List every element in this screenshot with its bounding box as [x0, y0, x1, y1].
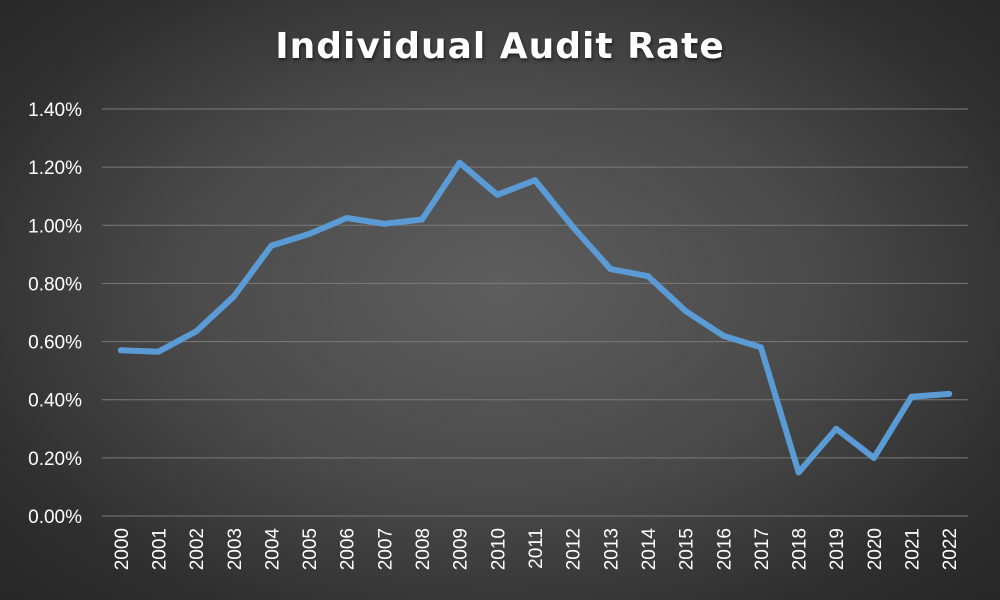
x-tick-label: 2001	[149, 528, 170, 570]
x-tick-label: 2016	[714, 528, 735, 570]
x-tick-label: 2014	[639, 528, 660, 571]
x-tick-label: 2017	[752, 528, 773, 570]
data-point	[757, 344, 764, 351]
x-tick-label: 2010	[488, 528, 509, 570]
data-point	[795, 469, 802, 476]
series-layer	[117, 159, 953, 476]
x-axis-ticks: 2000 2001 2002 2003 2004 2005 2006 2007 2008 2009…	[112, 528, 961, 571]
y-tick-label: 0.00%	[28, 507, 82, 528]
data-point	[644, 273, 651, 280]
gridlines	[102, 108, 968, 517]
data-point	[193, 328, 200, 335]
x-tick-label: 2013	[601, 528, 622, 570]
data-point	[268, 242, 275, 249]
x-tick-label: 2002	[187, 528, 208, 570]
data-point	[946, 390, 953, 397]
x-tick-label: 2021	[903, 528, 924, 570]
x-tick-label: 2005	[300, 528, 321, 570]
data-point	[607, 265, 614, 272]
data-point	[532, 177, 538, 184]
y-tick-label: 0.40%	[28, 391, 82, 412]
data-point	[343, 215, 350, 222]
y-tick-label: 0.60%	[28, 333, 82, 354]
chart-title: Individual Audit Rate	[275, 26, 725, 67]
y-tick-label: 1.00%	[28, 216, 82, 237]
y-tick-label: 0.20%	[28, 449, 82, 470]
x-tick-label: 2018	[790, 528, 811, 570]
y-tick-label: 1.40%	[28, 100, 82, 121]
x-tick-label: 2008	[413, 528, 434, 570]
data-point	[419, 216, 426, 223]
data-point	[230, 293, 237, 300]
x-tick-label: 2015	[677, 528, 698, 570]
data-point	[456, 159, 463, 166]
data-point	[117, 347, 124, 354]
data-point	[682, 308, 689, 315]
y-tick-label: 1.20%	[28, 158, 82, 179]
x-tick-label: 2020	[865, 528, 886, 570]
x-tick-label: 2006	[338, 528, 359, 570]
data-point	[155, 348, 162, 355]
x-tick-label: 2009	[451, 528, 472, 570]
series-line	[117, 159, 953, 476]
data-point	[908, 393, 915, 400]
x-tick-label: 2022	[940, 528, 961, 570]
data-point	[381, 220, 388, 227]
x-tick-label: 2004	[262, 528, 283, 571]
x-tick-label: 2003	[225, 528, 246, 570]
x-tick-label: 2000	[112, 528, 133, 570]
data-point	[494, 191, 501, 198]
y-tick-label: 0.80%	[28, 274, 82, 295]
x-tick-label: 2007	[375, 528, 396, 570]
data-point	[569, 223, 576, 230]
data-point	[720, 332, 727, 339]
y-axis-ticks: 0.00% 0.20% 0.40% 0.60% 0.80% 1.00% 1.20% 1.40%	[28, 100, 82, 528]
x-tick-label: 2011	[526, 528, 547, 569]
data-point	[833, 425, 840, 432]
data-point	[870, 454, 877, 461]
data-point	[306, 231, 313, 238]
x-tick-label: 2012	[564, 528, 585, 570]
x-tick-label: 2019	[827, 528, 848, 570]
